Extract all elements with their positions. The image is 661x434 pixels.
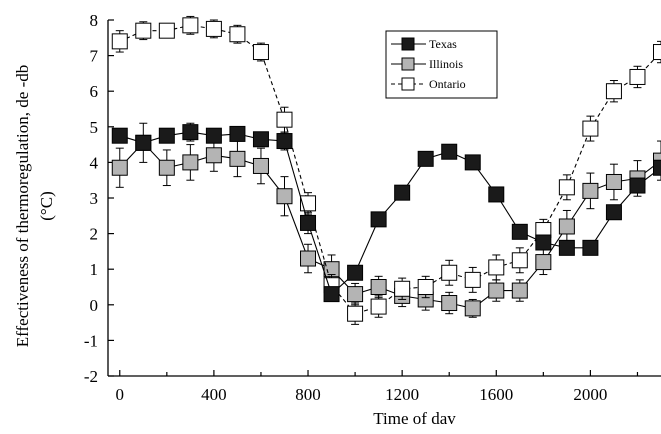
data-point-texas <box>582 239 599 256</box>
data-point-illinois <box>535 254 552 271</box>
data-point-ontario <box>347 305 364 322</box>
legend: Texas Illinois Ontario <box>385 30 498 99</box>
data-point-texas <box>605 204 622 221</box>
y-axis-title: Effectiveness of thermoregulation, de -d… <box>13 65 56 347</box>
data-point-texas <box>252 131 269 148</box>
data-point-ontario <box>300 195 317 212</box>
data-point-illinois <box>464 300 481 317</box>
data-point-illinois <box>252 157 269 174</box>
x-tick-label: 1200 <box>385 385 419 404</box>
legend-marker-ontario <box>401 77 415 91</box>
data-point-ontario <box>441 264 458 281</box>
y-tick-label: 1 <box>90 260 99 279</box>
data-point-texas <box>535 234 552 251</box>
y-tick-label: 8 <box>90 11 99 30</box>
data-point-ontario <box>605 83 622 100</box>
data-point-ontario <box>276 111 293 128</box>
data-point-texas <box>464 154 481 171</box>
y-tick-label: 6 <box>90 82 99 101</box>
data-point-texas <box>276 133 293 150</box>
x-tick-label: 0 <box>116 385 125 404</box>
legend-label-illinois: Illinois <box>429 57 463 71</box>
x-axis-title: Time of dav <box>373 409 456 428</box>
data-point-ontario <box>629 68 646 85</box>
series-layer <box>111 15 661 325</box>
x-tick-label: 1600 <box>479 385 513 404</box>
data-point-illinois <box>182 154 199 171</box>
data-point-texas <box>558 239 575 256</box>
data-point-illinois <box>441 295 458 312</box>
data-point-texas <box>347 264 364 281</box>
y-tick-label: 2 <box>90 225 99 244</box>
data-point-ontario <box>182 17 199 34</box>
data-point-illinois <box>605 173 622 190</box>
data-point-ontario <box>558 179 575 196</box>
data-point-illinois <box>582 182 599 199</box>
y-axis-title-line: Effectiveness of thermoregulation, de -d… <box>13 65 32 347</box>
data-point-texas <box>441 143 458 160</box>
data-point-texas <box>111 127 128 144</box>
legend-label-ontario: Ontario <box>429 77 466 91</box>
y-axis-title-line: (°C) <box>37 191 56 220</box>
y-tick-label: 3 <box>90 189 99 208</box>
series-illinois <box>111 122 661 318</box>
series-line-illinois <box>119 141 661 309</box>
data-point-illinois <box>488 282 505 299</box>
x-tick-label: 400 <box>201 385 227 404</box>
x-tick-label: 2000 <box>573 385 607 404</box>
data-point-texas <box>135 134 152 151</box>
axes-layer: -2 -1 0 1 2 3 4 5 6 7 8 0 400 800 1200 1600 2000 <box>84 11 661 404</box>
data-point-ontario <box>158 22 175 39</box>
y-tick-label: -1 <box>84 331 98 350</box>
data-point-illinois <box>276 188 293 205</box>
series-texas <box>111 122 661 303</box>
data-point-illinois <box>158 159 175 176</box>
data-point-texas <box>300 214 317 231</box>
data-point-ontario <box>394 280 411 297</box>
data-point-ontario <box>370 298 387 315</box>
data-point-texas <box>653 159 661 176</box>
data-point-texas <box>511 223 528 240</box>
data-point-illinois <box>511 282 528 299</box>
data-point-texas <box>205 127 222 144</box>
data-point-ontario <box>488 259 505 276</box>
y-tick-label: 7 <box>90 47 99 66</box>
data-point-illinois <box>205 147 222 164</box>
data-point-texas <box>229 125 246 142</box>
data-point-illinois <box>111 159 128 176</box>
data-point-texas <box>629 177 646 194</box>
x-tick-label: 800 <box>295 385 321 404</box>
data-point-illinois <box>300 250 317 267</box>
data-point-illinois <box>370 279 387 295</box>
legend-label-texas: Texas <box>429 37 457 51</box>
data-point-ontario <box>135 22 152 39</box>
data-point-ontario <box>582 120 599 137</box>
legend-marker-illinois <box>401 57 415 71</box>
series-line-texas <box>119 131 661 296</box>
data-point-ontario <box>417 279 434 295</box>
data-point-ontario <box>511 252 528 269</box>
y-tick-label: 0 <box>90 296 99 315</box>
data-point-ontario <box>111 33 128 50</box>
data-point-illinois <box>347 286 364 303</box>
y-tick-label: 5 <box>90 118 99 137</box>
data-point-texas <box>323 286 340 303</box>
data-point-illinois <box>558 218 575 235</box>
y-tick-label: -2 <box>84 367 98 386</box>
data-point-illinois <box>229 150 246 167</box>
data-point-texas <box>394 184 411 201</box>
data-point-ontario <box>229 26 246 43</box>
y-tick-label: 4 <box>90 153 99 172</box>
data-point-ontario <box>205 20 222 37</box>
data-point-ontario <box>464 271 481 288</box>
data-point-texas <box>417 150 434 167</box>
data-point-ontario <box>252 44 269 61</box>
data-point-texas <box>370 211 387 228</box>
data-point-texas <box>182 124 199 141</box>
data-point-texas <box>488 186 505 203</box>
legend-marker-texas <box>401 37 415 51</box>
data-point-ontario <box>653 44 661 61</box>
data-point-texas <box>158 127 175 144</box>
